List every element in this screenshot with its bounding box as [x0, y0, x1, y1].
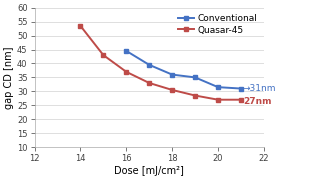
Line: Quasar-45: Quasar-45: [78, 23, 243, 102]
Conventional: [193, 76, 197, 78]
Text: →31nm: →31nm: [243, 84, 276, 93]
Y-axis label: gap CD [nm]: gap CD [nm]: [4, 46, 14, 109]
Legend: Conventional, Quasar-45: Conventional, Quasar-45: [176, 12, 259, 37]
Conventional: [170, 73, 174, 76]
Conventional: [216, 86, 220, 88]
Quasar-45: [170, 89, 174, 91]
Quasar-45: [193, 94, 197, 97]
Quasar-45: [101, 54, 105, 56]
Text: 27nm: 27nm: [243, 97, 271, 106]
Conventional: [239, 87, 243, 90]
Line: Conventional: Conventional: [124, 48, 243, 91]
Quasar-45: [124, 71, 128, 73]
Conventional: [147, 64, 151, 66]
Conventional: [124, 50, 128, 52]
Quasar-45: [239, 99, 243, 101]
Quasar-45: [216, 99, 220, 101]
X-axis label: Dose [mJ/cm²]: Dose [mJ/cm²]: [114, 166, 184, 176]
Quasar-45: [147, 82, 151, 84]
Quasar-45: [79, 25, 82, 27]
